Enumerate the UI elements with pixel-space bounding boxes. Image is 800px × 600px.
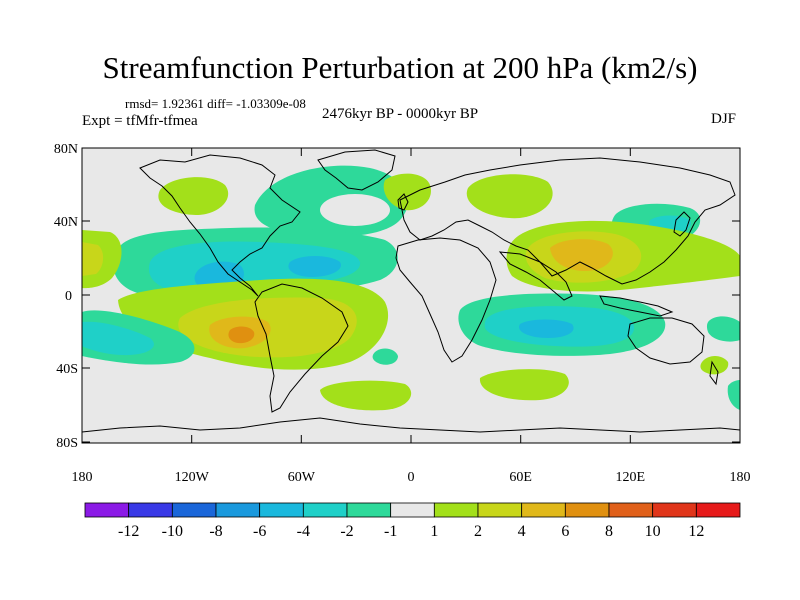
coastline-japan [673,211,691,237]
colorbar-swatch [346,502,392,518]
coastlines [82,149,740,433]
contour-region [466,174,553,219]
colorbar-label: 4 [518,523,526,540]
colorbar-label: -1 [384,523,397,540]
lon-label: 180 [730,470,751,485]
colorbar-swatch [521,502,566,518]
lon-label: 60E [509,470,532,485]
colorbar-label: -10 [162,523,183,540]
lat-label: 40N [54,215,78,230]
contour-region [82,242,104,276]
contour-region [228,326,255,344]
coastline-indonesia [599,295,674,317]
coastline-south-america [254,283,349,413]
contour-region [706,316,740,342]
lon-label: 60W [288,470,316,485]
contour-region [158,177,229,215]
contour-region [550,239,613,272]
colorbar-swatch [477,502,523,518]
coastline-greenland [317,149,396,191]
colorbar-label: 8 [605,523,613,540]
coastline-australia [627,317,705,365]
time-range-subtitle: 2476kyr BP - 0000kyr BP [322,106,479,122]
colorbar-swatch [652,502,697,518]
colorbar-swatch [390,502,435,518]
contour-region [372,348,398,365]
colorbar-label: 6 [561,523,569,540]
coastline-eurasia [399,157,736,285]
contour-region [320,194,390,226]
colorbar-label: -12 [118,523,139,540]
lat-label: 80N [54,142,78,157]
longitude-axis [81,148,741,443]
stats-text: rmsd= 1.92361 diff= -1.03309e-08 [125,96,306,111]
colorbar-swatch [259,502,304,518]
colorbar-label: -4 [297,523,310,540]
colorbar [84,502,741,518]
coastline-new-zealand [709,360,719,386]
lat-label: 40S [56,362,78,377]
colorbar-label: 1 [430,523,438,540]
colorbar-swatch [564,502,610,518]
experiment-label: Expt = tfMfr-tfmea [82,113,198,129]
coastline-india [498,251,573,301]
lon-label: 180 [72,470,93,485]
lon-label: 0 [408,470,415,485]
colorbar-swatch [171,502,217,518]
colorbar-label: 10 [645,523,661,540]
colorbar-swatch [215,502,261,518]
latitude-axis [82,147,740,443]
colorbar-label: 2 [474,523,482,540]
contour-region [383,173,431,211]
colorbar-swatch [695,502,741,518]
colorbar-label: -2 [340,523,353,540]
colorbar-label: -6 [253,523,266,540]
contour-region [320,380,412,411]
colorbar-swatch [84,502,130,518]
lon-label: 120W [175,470,210,485]
lon-label: 120E [616,470,646,485]
contour-region [479,369,569,401]
colorbar-swatch [608,502,654,518]
contour-region [82,321,154,356]
plot-title: Streamfunction Perturbation at 200 hPa (… [102,50,698,85]
colorbar-labels: -12 -10 -8 -6 -4 -2 -1 1 2 4 6 8 10 12 [118,523,704,540]
contour-region [519,319,574,338]
coastline-north-america [139,154,301,297]
lat-label: 0 [65,289,72,304]
colorbar-label: 12 [688,523,704,540]
colorbar-swatch [302,502,348,518]
coastline-british-isles [397,193,409,211]
coastline-antarctica [82,417,740,433]
season-label: DJF [711,111,737,127]
colorbar-swatch [433,502,479,518]
coastline-africa [395,237,497,363]
contour-fields [82,165,740,411]
colorbar-swatch [128,502,173,518]
contour-region [727,380,740,410]
lat-label: 80S [56,436,78,451]
colorbar-label: -8 [209,523,222,540]
contour-region [288,256,341,277]
